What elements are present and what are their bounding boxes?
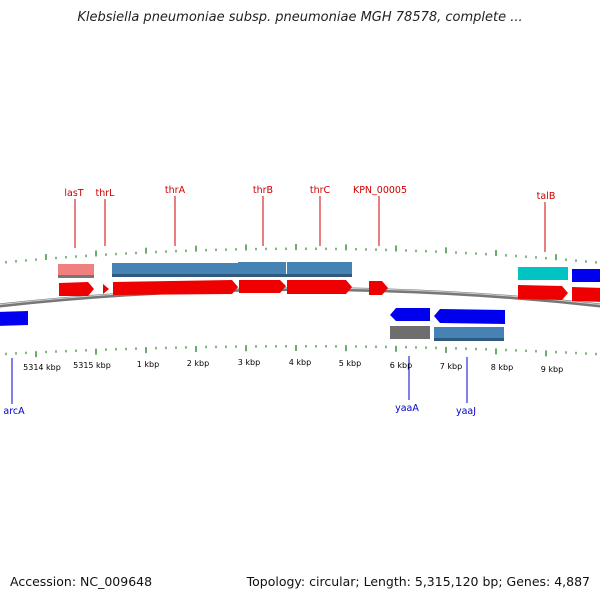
bottom-tick-row xyxy=(5,345,597,358)
bottom-gene-labels: arcA yaaA yaaJ xyxy=(3,356,476,417)
thrL-label[interactable]: thrL xyxy=(96,188,116,199)
ruler-label: 9 kbp xyxy=(541,365,563,374)
thrB-label[interactable]: thrB xyxy=(253,185,273,196)
lasT-gene-arrow[interactable] xyxy=(59,282,94,296)
KPN_00005-gene-arrow[interactable] xyxy=(369,281,388,295)
ruler-label: 5 kbp xyxy=(339,359,361,368)
yaaA-gene-arrow[interactable] xyxy=(390,308,430,321)
lasT-label[interactable]: lasT xyxy=(64,188,83,199)
ruler-label: 2 kbp xyxy=(187,359,209,368)
topology-text: Topology: circular; Length: 5,315,120 bp… xyxy=(246,574,590,589)
top-gene-labels: lasT thrL thrA thrB thrC KPN_00005 talB xyxy=(64,185,555,252)
lasT-rna-bar[interactable] xyxy=(58,264,94,277)
ruler-label: 3 kbp xyxy=(238,358,260,367)
ruler-label: 6 kbp xyxy=(390,361,412,370)
thrC-label[interactable]: thrC xyxy=(310,185,331,196)
yaaJ-gene-arrow[interactable] xyxy=(434,309,505,324)
ruler-label: 5314 kbp xyxy=(23,363,61,372)
thrC-cds-bar[interactable] xyxy=(287,262,352,275)
talB-gene-arrow[interactable] xyxy=(518,285,568,300)
yaaJ-label[interactable]: yaaJ xyxy=(456,406,476,417)
ruler-label: 8 kbp xyxy=(491,363,513,372)
top-tick-row xyxy=(5,244,597,264)
lasT-rna-bar-shadow xyxy=(58,275,94,278)
next-gene-arrow[interactable] xyxy=(572,287,600,302)
thr-cds-bar-shadow xyxy=(112,274,352,277)
ruler-label: 4 kbp xyxy=(289,358,311,367)
yaaJ-cds-bar[interactable] xyxy=(434,327,504,340)
arcA-gene-arrow[interactable] xyxy=(0,311,28,326)
next-gene-bar[interactable] xyxy=(572,269,600,282)
ruler-labels: 5314 kbp 5315 kbp 1 kbp 2 kbp 3 kbp 4 kb… xyxy=(23,358,563,374)
accession-text: Accession: NC_009648 xyxy=(10,574,153,589)
thrA-cds-bar[interactable] xyxy=(112,263,238,276)
ruler-label: 1 kbp xyxy=(137,360,159,369)
ruler-label: 5315 kbp xyxy=(73,361,111,370)
thrB-cds-bar[interactable] xyxy=(238,262,286,275)
talB-cds-bar[interactable] xyxy=(518,267,568,280)
map-title: Klebsiella pneumoniae subsp. pneumoniae … xyxy=(77,10,523,25)
thrC-gene-arrow[interactable] xyxy=(287,280,352,294)
yaaJ-cds-bar-shadow xyxy=(434,338,504,341)
yaaA-label[interactable]: yaaA xyxy=(395,403,419,414)
yaaA-cds-bar[interactable] xyxy=(390,326,430,339)
talB-label[interactable]: talB xyxy=(537,191,556,202)
KPN_00005-label[interactable]: KPN_00005 xyxy=(353,185,407,196)
thrA-label[interactable]: thrA xyxy=(165,185,186,196)
arcA-label[interactable]: arcA xyxy=(3,406,25,417)
thrB-gene-arrow[interactable] xyxy=(239,280,286,293)
ruler-label: 7 kbp xyxy=(440,362,462,371)
thrL-gene-arrow[interactable] xyxy=(103,284,109,294)
thrA-gene-arrow[interactable] xyxy=(113,280,238,295)
